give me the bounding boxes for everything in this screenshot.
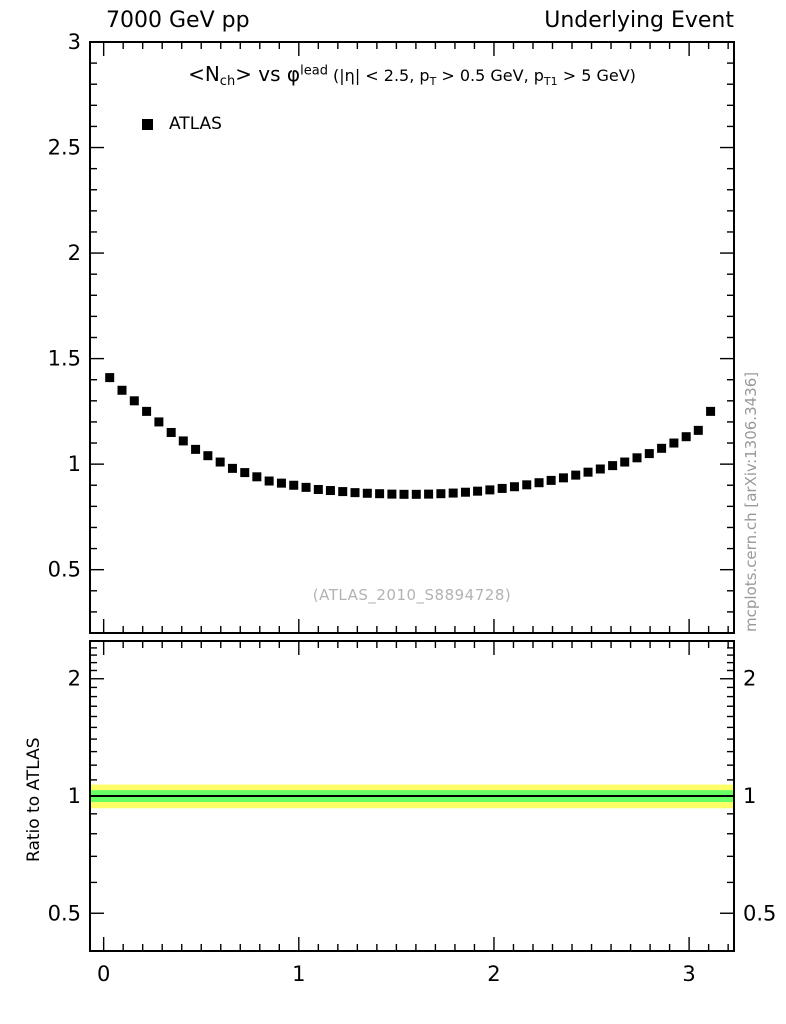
data-point [289,480,299,490]
title-cuts-2: > 0.5 GeV, p [436,66,544,85]
data-point [595,464,605,474]
data-point [252,472,262,482]
data-point [546,475,556,485]
analysis-reference-watermark: (ATLAS_2010_S8894728) [312,586,512,604]
y-tick-label: 1.5 [48,347,81,371]
panel-main: 0.5 1 1.5 2 2.5 3 [48,30,735,634]
data-point [240,468,250,478]
y-tick-label-right: 0.5 [743,901,776,925]
data-point [362,488,372,498]
data-point [424,489,434,499]
data-point [387,489,397,499]
y-tick-label: 2 [68,241,81,265]
mcplots-arxiv-caption: mcplots.cern.ch [arXiv:1306.3436] [742,371,760,632]
title-observable-open: <N [188,62,220,86]
x-tick-label: 3 [682,962,695,986]
title-observable-sub: ch [219,74,236,90]
title-vs: > vs [235,62,287,86]
data-point [608,461,618,471]
legend-label: ATLAS [169,114,222,134]
data-point [215,457,225,467]
tick-labels: 0.5 1 1.5 2 2.5 3 [48,30,81,582]
data-point [657,443,667,453]
data-point [669,438,679,448]
data-point [301,482,311,492]
data-point [129,396,139,406]
title-phi-sup: lead [300,63,328,79]
data-point [534,478,544,488]
legend-marker-filled-square-icon [142,118,153,130]
title-cuts-1: (|η| < 2.5, p [327,66,430,85]
data-point [436,489,446,499]
data-point [583,467,593,477]
data-point [399,489,409,499]
axis-ticks [90,641,734,952]
y-tick-label: 1 [68,784,81,808]
header-beam-energy: 7000 GeV pp [106,8,250,33]
data-point [105,373,115,383]
data-point [460,487,470,497]
data-point [706,406,716,416]
ratio-axis-label: Ratio to ATLAS [24,737,44,863]
title-cuts-1-sub: T [429,75,437,89]
data-point [350,488,360,498]
data-point [142,406,152,416]
data-point [411,489,421,499]
y-tick-label: 0.5 [48,558,81,582]
data-point [154,417,164,427]
plot-title: <Nch> vs φlead (|η| < 2.5, pT > 0.5 GeV,… [90,62,734,89]
y-tick-label: 2.5 [48,136,81,160]
data-point [485,485,495,495]
data-point [558,473,568,483]
x-tick-label: 1 [292,962,305,986]
panel-ratio: 0.5 1 2 0.5 1 2 0 1 2 3 [48,640,777,986]
data-point [178,436,188,446]
data-point [497,483,507,493]
data-point [509,482,519,492]
y-tick-label: 3 [68,30,81,54]
title-cuts-3: > 5 GeV) [557,66,636,85]
tick-labels: 0.5 1 2 0.5 1 2 0 1 2 3 [48,667,777,986]
data-point [375,489,385,499]
y-tick-label: 0.5 [48,901,81,925]
data-point [632,453,642,463]
data-point [203,451,213,461]
data-point [313,484,323,494]
data-point [338,487,348,497]
data-point [620,457,630,467]
legend: ATLAS [142,114,222,134]
data-point [522,480,532,490]
data-point [227,463,237,473]
data-point [571,470,581,480]
y-tick-label: 2 [68,667,81,691]
data-point [117,385,127,395]
data-point [325,486,335,496]
data-point [166,427,176,437]
series-ATLAS [105,373,716,499]
data-point [191,444,201,454]
data-point [644,449,654,459]
header-analysis-group: Underlying Event [544,8,734,33]
y-tick-label-right: 2 [743,667,756,691]
title-phi: φ [286,62,301,86]
data-point [264,476,274,486]
data-point [448,488,458,498]
y-tick-label: 1 [68,452,81,476]
data-point [276,478,286,488]
x-tick-label: 2 [487,962,500,986]
y-tick-label-right: 1 [743,784,756,808]
data-point [693,425,703,435]
x-tick-label: 0 [97,962,110,986]
title-cuts-2-sub: T1 [543,75,558,89]
data-point [681,432,691,442]
data-point [473,486,483,496]
axis-ticks [90,41,734,634]
